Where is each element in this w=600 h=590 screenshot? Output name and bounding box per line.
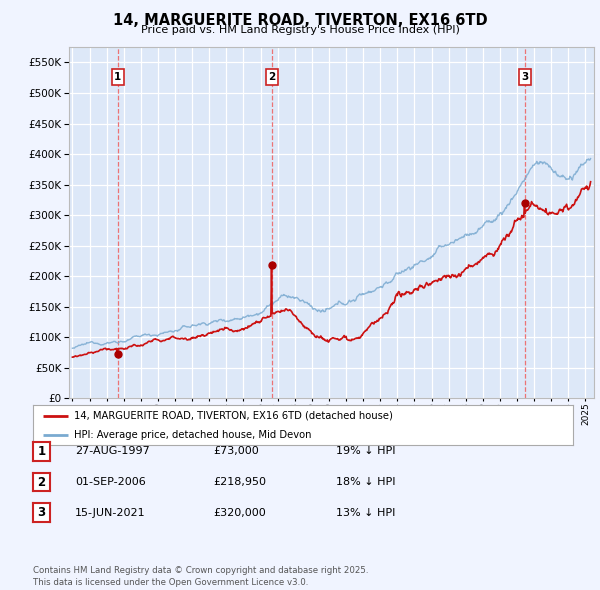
Text: 14, MARGUERITE ROAD, TIVERTON, EX16 6TD: 14, MARGUERITE ROAD, TIVERTON, EX16 6TD xyxy=(113,13,487,28)
Text: 2: 2 xyxy=(268,72,275,82)
Text: 01-SEP-2006: 01-SEP-2006 xyxy=(75,477,146,487)
Text: Price paid vs. HM Land Registry's House Price Index (HPI): Price paid vs. HM Land Registry's House … xyxy=(140,25,460,35)
Text: £218,950: £218,950 xyxy=(213,477,266,487)
Text: 2: 2 xyxy=(37,476,46,489)
Text: 27-AUG-1997: 27-AUG-1997 xyxy=(75,447,150,456)
Text: 18% ↓ HPI: 18% ↓ HPI xyxy=(336,477,395,487)
Text: £73,000: £73,000 xyxy=(213,447,259,456)
Text: 19% ↓ HPI: 19% ↓ HPI xyxy=(336,447,395,456)
Text: 1: 1 xyxy=(114,72,121,82)
Text: 1: 1 xyxy=(37,445,46,458)
Text: 3: 3 xyxy=(521,72,529,82)
Text: 3: 3 xyxy=(37,506,46,519)
Text: 13% ↓ HPI: 13% ↓ HPI xyxy=(336,508,395,517)
Text: £320,000: £320,000 xyxy=(213,508,266,517)
Text: 15-JUN-2021: 15-JUN-2021 xyxy=(75,508,146,517)
Text: Contains HM Land Registry data © Crown copyright and database right 2025.
This d: Contains HM Land Registry data © Crown c… xyxy=(33,566,368,587)
Text: HPI: Average price, detached house, Mid Devon: HPI: Average price, detached house, Mid … xyxy=(74,430,311,440)
Text: 14, MARGUERITE ROAD, TIVERTON, EX16 6TD (detached house): 14, MARGUERITE ROAD, TIVERTON, EX16 6TD … xyxy=(74,411,392,421)
